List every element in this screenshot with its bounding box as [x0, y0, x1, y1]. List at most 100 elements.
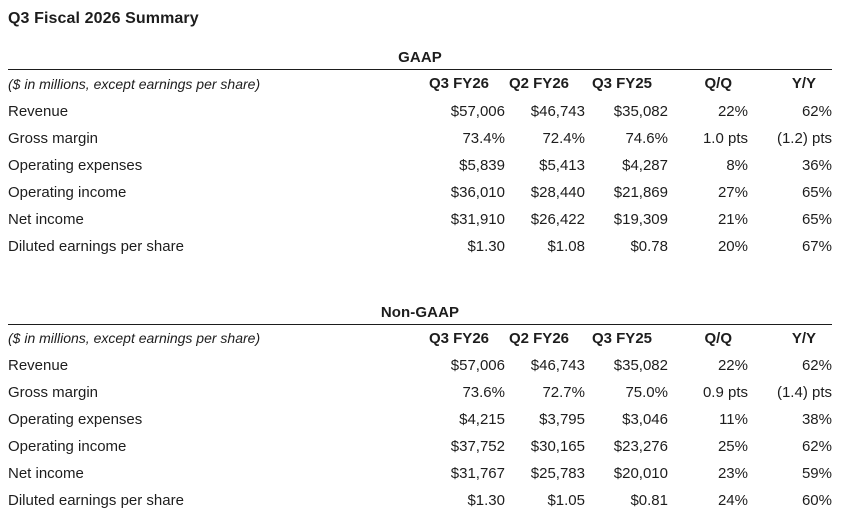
gaap-table-body: Revenue $57,006 $46,743 $35,082 22% 62% … [8, 98, 832, 260]
cell-q3fy26: $57,006 [450, 102, 505, 120]
non-gaap-section-title: Non-GAAP [380, 303, 460, 321]
table-row: Operating expenses $5,839 $5,413 $4,287 … [8, 152, 832, 179]
cell-q3fy25: 74.6% [625, 129, 668, 147]
row-label: Operating income [8, 183, 127, 201]
row-label: Gross margin [8, 129, 99, 147]
cell-q3fy25: $0.78 [630, 237, 668, 255]
column-header-q3fy25: Q3 FY25 [591, 75, 652, 93]
cell-qq: 22% [717, 102, 748, 120]
row-label: Revenue [8, 102, 69, 120]
cell-yy: 65% [801, 210, 832, 228]
cell-qq: 25% [717, 438, 748, 455]
cell-qq: 27% [717, 183, 748, 201]
non-gaap-table-caption: ($ in millions, except earnings per shar… [8, 330, 261, 347]
table-row: Operating income $36,010 $28,440 $21,869… [8, 179, 832, 206]
column-header-yy: Y/Y [791, 329, 816, 347]
table-row: Gross margin 73.6% 72.7% 75.0% 0.9 pts (… [8, 379, 832, 406]
table-row: Diluted earnings per share $1.30 $1.05 $… [8, 487, 832, 514]
column-header-qq: Q/Q [704, 329, 732, 347]
cell-qq: 20% [717, 237, 748, 255]
cell-q3fy26: $1.30 [467, 492, 505, 509]
cell-yy: 65% [801, 183, 832, 201]
cell-q3fy26: $31,910 [450, 210, 505, 228]
cell-q3fy25: $23,276 [613, 438, 668, 455]
cell-yy: 62% [801, 357, 832, 374]
cell-q2fy26: 72.7% [542, 384, 585, 401]
cell-q3fy26: $5,839 [459, 156, 505, 174]
cell-q3fy25: $19,309 [613, 210, 668, 228]
cell-q2fy26: $28,440 [530, 183, 585, 201]
table-row: Operating income $37,752 $30,165 $23,276… [8, 433, 832, 460]
row-label: Gross margin [8, 384, 99, 401]
table-row: Diluted earnings per share $1.30 $1.08 $… [8, 233, 832, 260]
row-label: Operating expenses [8, 156, 143, 174]
cell-qq: 21% [717, 210, 748, 228]
cell-qq: 24% [717, 492, 748, 509]
cell-qq: 22% [717, 357, 748, 374]
column-header-yy: Y/Y [791, 75, 816, 93]
row-label: Diluted earnings per share [8, 492, 184, 509]
row-label: Operating income [8, 438, 127, 455]
cell-yy: 62% [801, 438, 832, 455]
row-label: Net income [8, 465, 84, 482]
cell-q2fy26: $5,413 [539, 156, 585, 174]
cell-q3fy25: $35,082 [613, 102, 668, 120]
cell-q2fy26: $26,422 [530, 210, 585, 228]
cell-q2fy26: $46,743 [530, 102, 585, 120]
cell-yy: 38% [801, 411, 832, 428]
gaap-section-title: GAAP [398, 49, 442, 66]
table-row: Net income $31,910 $26,422 $19,309 21% 6… [8, 206, 832, 233]
cell-q2fy26: $3,795 [539, 411, 585, 428]
cell-q2fy26: $1.05 [547, 492, 585, 509]
non-gaap-section: Non-GAAP ($ in millions, except earnings… [8, 304, 832, 514]
cell-qq: 23% [717, 465, 748, 482]
gaap-section: GAAP ($ in millions, except earnings per… [8, 49, 832, 260]
gaap-table: ($ in millions, except earnings per shar… [8, 69, 832, 260]
table-row: Gross margin 73.4% 72.4% 74.6% 1.0 pts (… [8, 125, 832, 152]
column-header-q3fy26: Q3 FY26 [428, 75, 489, 93]
cell-q3fy26: $31,767 [450, 465, 505, 482]
cell-q3fy26: $37,752 [450, 438, 505, 455]
cell-qq: 0.9 pts [702, 384, 748, 401]
table-row: Net income $31,767 $25,783 $20,010 23% 5… [8, 460, 832, 487]
column-header-q2fy26: Q2 FY26 [508, 75, 569, 93]
cell-q3fy25: $20,010 [613, 465, 668, 482]
table-row: Revenue $57,006 $46,743 $35,082 22% 62% [8, 98, 832, 125]
cell-yy: (1.2) pts [776, 129, 832, 147]
non-gaap-table-body: Revenue $57,006 $46,743 $35,082 22% 62% … [8, 352, 832, 514]
cell-yy: 62% [801, 102, 832, 120]
row-label: Diluted earnings per share [8, 237, 184, 255]
row-label: Revenue [8, 357, 69, 374]
cell-qq: 8% [726, 156, 748, 174]
cell-q2fy26: 72.4% [542, 129, 585, 147]
column-header-q3fy25: Q3 FY25 [591, 329, 652, 347]
cell-q2fy26: $46,743 [530, 357, 585, 374]
cell-yy: 60% [801, 492, 832, 509]
cell-qq: 1.0 pts [702, 129, 748, 147]
cell-q3fy26: $4,215 [459, 411, 505, 428]
column-header-q2fy26: Q2 FY26 [508, 329, 569, 347]
cell-yy: (1.4) pts [776, 384, 832, 401]
cell-q3fy25: $35,082 [613, 357, 668, 374]
cell-q3fy25: 75.0% [625, 384, 668, 401]
cell-q3fy25: $3,046 [622, 411, 668, 428]
cell-yy: 67% [801, 237, 832, 255]
non-gaap-header-row: ($ in millions, except earnings per shar… [8, 324, 832, 352]
gaap-header-row: ($ in millions, except earnings per shar… [8, 70, 832, 98]
cell-q2fy26: $1.08 [547, 237, 585, 255]
table-row: Revenue $57,006 $46,743 $35,082 22% 62% [8, 352, 832, 379]
non-gaap-table: ($ in millions, except earnings per shar… [8, 323, 832, 514]
cell-q3fy25: $0.81 [630, 492, 668, 509]
row-label: Operating expenses [8, 411, 143, 428]
gaap-table-caption: ($ in millions, except earnings per shar… [8, 75, 261, 92]
cell-q2fy26: $30,165 [530, 438, 585, 455]
table-row: Operating expenses $4,215 $3,795 $3,046 … [8, 406, 832, 433]
cell-q3fy26: $57,006 [450, 357, 505, 374]
column-header-q3fy26: Q3 FY26 [428, 329, 489, 347]
cell-q3fy25: $4,287 [622, 156, 668, 174]
cell-qq: 11% [719, 411, 748, 428]
cell-q3fy26: 73.4% [462, 129, 505, 147]
cell-yy: 36% [801, 156, 832, 174]
cell-q3fy26: 73.6% [462, 384, 505, 401]
